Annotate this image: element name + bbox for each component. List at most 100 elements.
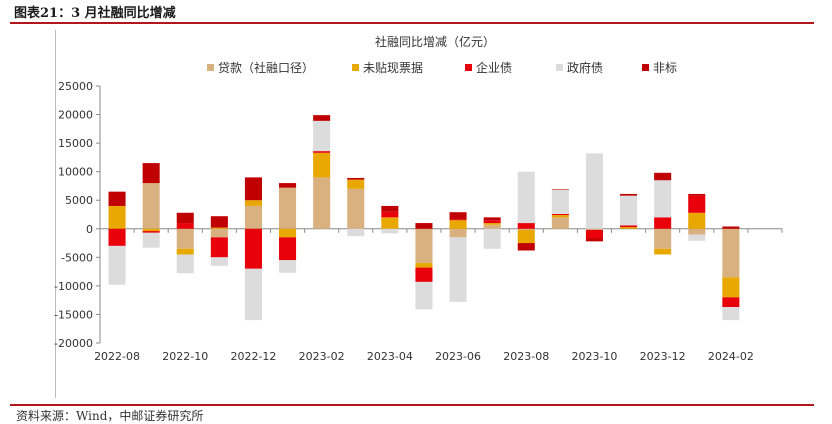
legend-label: 企业债 (476, 60, 512, 75)
y-tick-label: 15000 (58, 137, 93, 150)
bar-segment (415, 281, 433, 310)
x-tick-label: 2022-08 (94, 350, 140, 363)
bar-segment (415, 267, 433, 282)
bar-segment (688, 234, 706, 241)
bar-segment (722, 277, 740, 298)
bar-segment (483, 217, 501, 221)
bar-segment (654, 248, 672, 255)
bar-segment (688, 193, 706, 196)
bar-segment (313, 177, 331, 229)
bar-segment (654, 217, 672, 229)
bar-segment (176, 228, 194, 249)
bar-segment (347, 179, 365, 189)
source-note: 资料来源：Wind，中邮证券研究所 (16, 409, 204, 423)
y-tick-label: 20000 (58, 109, 93, 122)
bar-segment (279, 237, 297, 261)
legend-label: 未贴现票据 (363, 61, 423, 75)
bar-segment (688, 212, 706, 229)
x-tick-label: 2023-08 (503, 350, 549, 363)
bar-segment (244, 268, 262, 321)
bar-segment (688, 195, 706, 213)
bar-segment (313, 152, 331, 178)
bars (108, 115, 740, 321)
x-tick-label: 2022-12 (230, 350, 276, 363)
x-tick-label: 2023-04 (367, 350, 413, 363)
legend-swatch (465, 64, 472, 71)
bar-segment (415, 263, 433, 268)
bar-segment (483, 223, 501, 225)
bar-segment (381, 228, 399, 234)
bar-segment (244, 205, 262, 229)
bar-segment (244, 200, 262, 206)
legend-label: 政府债 (567, 60, 603, 75)
bar-segment (381, 211, 399, 218)
bar-segment (620, 227, 638, 229)
bar-segment (551, 189, 569, 214)
bar-segment (210, 227, 228, 229)
bar-segment (415, 223, 433, 229)
bar-segment (313, 115, 331, 121)
bar-segment (517, 223, 535, 229)
bar-segment (551, 217, 569, 229)
bar-segment (620, 195, 638, 226)
bar-segment (449, 212, 467, 220)
y-tick-label: 10000 (58, 166, 93, 179)
bar-segment (176, 212, 194, 224)
bar-segment (620, 225, 638, 228)
bar-segment (142, 232, 160, 248)
bar-segment (551, 189, 569, 190)
x-tick-label: 2023-12 (640, 350, 686, 363)
bar-segment (142, 183, 160, 229)
bar-segment (108, 191, 126, 206)
legend-label: 贷款（社融口径） (218, 60, 314, 75)
legend-swatch (642, 64, 649, 71)
bar-segment (415, 228, 433, 264)
top-rule (10, 22, 814, 24)
x-tick-label: 2023-10 (571, 350, 617, 363)
bar-segment (620, 193, 638, 196)
bar-segment (381, 217, 399, 229)
bar-segment (279, 183, 297, 188)
legend-swatch (352, 64, 359, 71)
bar-segment (108, 228, 126, 246)
bar-segment (142, 231, 160, 233)
bar-segment (483, 224, 501, 229)
y-tick-label: 0 (86, 223, 93, 236)
bar-segment (517, 243, 535, 251)
bar-segment (176, 248, 194, 255)
panel-left-border (55, 30, 56, 398)
bar-segment (176, 223, 194, 229)
bar-segment (483, 228, 501, 249)
bar-segment (551, 213, 569, 216)
y-tick-label: -20000 (54, 337, 93, 350)
bar-segment (585, 229, 603, 239)
bar-segment (722, 297, 740, 308)
legend: 贷款（社融口径） 未贴现票据 企业债 政府债 非标 (207, 60, 677, 75)
bar-segment (210, 228, 228, 238)
bar-segment (176, 254, 194, 274)
x-tick-label: 2023-02 (299, 350, 345, 363)
figure-title: 图表21：3 月社融同比增减 (14, 6, 176, 21)
bar-segment (449, 228, 467, 238)
bar-segment (108, 205, 126, 229)
bar-segment (517, 171, 535, 224)
y-tick-label: -5000 (61, 251, 93, 264)
bar-segment (585, 238, 603, 242)
bottom-rule (10, 404, 814, 406)
legend-swatch (207, 64, 214, 71)
bar-segment (210, 237, 228, 258)
bar-segment (347, 177, 365, 180)
bar-segment (108, 245, 126, 285)
y-tick-label: 25000 (58, 80, 93, 93)
bar-segment (347, 228, 365, 237)
bar-segment (347, 188, 365, 229)
bar-segment (517, 229, 535, 244)
bar-segment (551, 215, 569, 218)
bar-segment (279, 187, 297, 229)
x-tick-label: 2024-02 (708, 350, 754, 363)
y-tick-label: -15000 (54, 308, 93, 321)
bar-segment (654, 228, 672, 249)
bar-segment (449, 220, 467, 229)
y-tick-label: -10000 (54, 280, 93, 293)
